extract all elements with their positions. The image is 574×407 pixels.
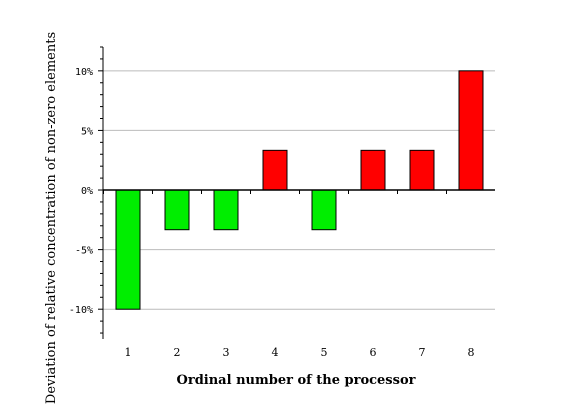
y-tick-label: 0% bbox=[81, 186, 93, 197]
y-tick-label: 5% bbox=[81, 126, 93, 137]
y-ticks-group: 10% 5% 0% -5% -10% bbox=[69, 46, 103, 334]
x-tick-label: 2 bbox=[174, 346, 181, 359]
bars-group bbox=[115, 70, 484, 310]
x-tick-labels-group: 1 2 3 4 5 6 7 8 bbox=[125, 346, 475, 359]
y-axis-title: Deviation of relative concentration of n… bbox=[44, 32, 59, 404]
y-tick-label: 10% bbox=[75, 67, 93, 78]
bar-3 bbox=[213, 189, 239, 231]
gridlines bbox=[103, 70, 495, 310]
bar-5 bbox=[311, 189, 337, 231]
bar-6 bbox=[360, 149, 386, 191]
y-tick-label: -5% bbox=[75, 246, 93, 257]
y-tick-label: -10% bbox=[69, 305, 93, 316]
axes-group bbox=[102, 47, 495, 339]
bar-2 bbox=[164, 189, 190, 231]
x-tick-label: 4 bbox=[272, 346, 279, 359]
x-tick-label: 1 bbox=[125, 346, 132, 359]
x-tick-label: 6 bbox=[370, 346, 377, 359]
bar-8 bbox=[458, 70, 484, 191]
bar-7 bbox=[409, 149, 435, 191]
x-tick-label: 7 bbox=[419, 346, 426, 359]
x-tick-label: 5 bbox=[321, 346, 328, 359]
x-axis-title: Ordinal number of the processor bbox=[177, 373, 416, 388]
x-tick-label: 8 bbox=[468, 346, 475, 359]
x-tick-label: 3 bbox=[223, 346, 230, 359]
bar-4 bbox=[262, 149, 288, 191]
bar-1 bbox=[115, 189, 141, 310]
